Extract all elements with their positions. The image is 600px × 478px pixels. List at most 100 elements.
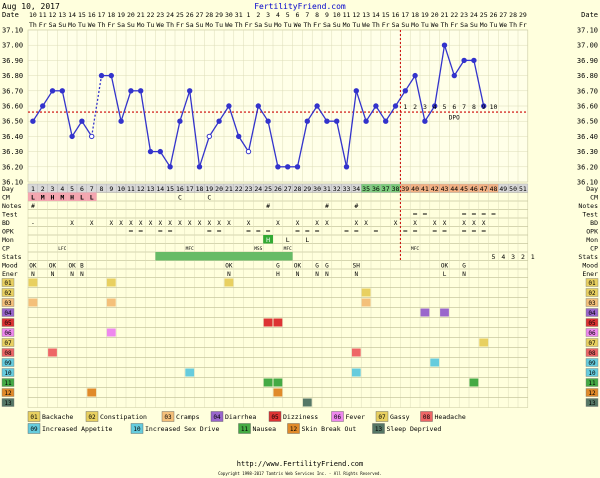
y-tick-label-right: 36.80: [577, 72, 598, 80]
date-number: 1: [247, 11, 251, 19]
day-number: 7: [90, 185, 94, 193]
site-name[interactable]: FertilityFriend.com: [254, 2, 346, 11]
date-number: 19: [117, 11, 125, 19]
date-number: 25: [480, 11, 488, 19]
weekday-label: Su: [127, 21, 135, 29]
weekday-label: Fr: [176, 21, 184, 29]
bd-mark: X: [149, 220, 153, 227]
day-number: 3: [51, 185, 55, 193]
temp-point: [98, 72, 105, 79]
symptom-code-right: 13: [588, 400, 596, 407]
row-label-right-ener: Ener: [582, 270, 598, 278]
weekday-label: Fr: [382, 21, 390, 29]
temp-point: [216, 118, 222, 124]
day-number: 36: [372, 185, 380, 193]
day-number: 45: [460, 185, 468, 193]
dpo-number: 1: [403, 103, 407, 111]
row-label-stats: Stats: [2, 253, 22, 261]
symptom-code-box-right: [585, 328, 599, 337]
row-label-right-notes: Notes: [578, 202, 598, 210]
legend-code: 03: [164, 414, 172, 421]
legend-label: Fever: [346, 413, 366, 421]
legend-swatch: [27, 411, 41, 422]
ener-value: N: [51, 271, 55, 278]
temp-line-segment: [404, 75, 416, 92]
note-mark: #: [354, 202, 358, 210]
bd-mark: X: [119, 220, 123, 227]
y-tick-label: 36.90: [2, 57, 23, 65]
mood-value: OK: [441, 262, 449, 269]
mon-cell: [263, 235, 273, 244]
dpo-number: 4: [433, 103, 437, 111]
y-tick-label: 36.80: [2, 72, 23, 80]
bd-mark: X: [354, 220, 358, 227]
weekday-label: We: [156, 21, 164, 29]
day-number: 46: [470, 185, 478, 193]
dpo-number: 5: [443, 103, 447, 111]
symptom-mark: [273, 318, 283, 327]
symptom-mark: [351, 348, 361, 357]
temp-line-segment: [424, 105, 436, 122]
weekday-label: Th: [303, 21, 311, 29]
bd-mark: -: [31, 220, 35, 227]
ener-value: L: [443, 271, 447, 278]
symptom-code-right: 03: [588, 300, 596, 307]
legend-label: Dizziness: [283, 413, 318, 421]
row-label-right-cm: CM: [590, 194, 598, 202]
y-tick-label: 36.20: [2, 163, 23, 171]
bd-mark: X: [482, 220, 486, 227]
y-tick-label-right: 36.40: [577, 133, 598, 141]
symptom-code: 03: [4, 300, 12, 307]
symptom-code-box: [1, 278, 15, 287]
day-number: 30: [313, 185, 321, 193]
symptom-mark: [361, 298, 371, 307]
symptom-code: 08: [4, 350, 12, 357]
y-tick-label: 36.60: [2, 103, 23, 111]
temp-point: [157, 148, 164, 155]
legend-code: 10: [133, 426, 141, 433]
date-number: 24: [166, 11, 174, 19]
temp-point: [392, 103, 399, 109]
mood-value: G: [325, 262, 329, 269]
symptom-code-box-right: [585, 368, 599, 377]
bd-mark: X: [462, 220, 466, 227]
temp-point: [373, 103, 379, 109]
day-number: 25: [264, 185, 272, 193]
temp-point: [432, 103, 438, 109]
y-tick-label: 36.50: [2, 118, 23, 126]
temp-line-segment: [140, 90, 152, 152]
symptom-code: 06: [4, 330, 12, 337]
weekday-label: Su: [264, 21, 272, 29]
bd-mark: X: [198, 220, 202, 227]
date-number: 18: [411, 11, 419, 19]
day-number: 49: [499, 185, 507, 193]
symptom-code-right: 11: [588, 380, 596, 387]
legend-label: Headache: [435, 413, 466, 421]
day-number: 48: [490, 185, 498, 193]
bd-mark: X: [90, 220, 94, 227]
footer-url[interactable]: http://www.FertilityFriend.com: [237, 460, 363, 468]
date-number: 17: [401, 11, 409, 19]
day-number: 21: [225, 185, 233, 193]
day-number: 39: [401, 185, 409, 193]
cm-cell: [57, 192, 68, 201]
symptom-mark: [106, 278, 116, 287]
ener-value: N: [296, 271, 300, 278]
symptom-code-box-right: [585, 378, 599, 387]
date-number: 2: [256, 11, 260, 19]
day-number: 34: [352, 185, 360, 193]
symptom-mark: [302, 398, 312, 407]
date-number: 21: [441, 11, 449, 19]
symptom-code-right: 05: [588, 320, 596, 327]
temp-line-segment: [120, 90, 132, 122]
date-number: 29: [519, 11, 527, 19]
y-tick-label-right: 36.20: [577, 163, 598, 171]
temp-point: [422, 118, 428, 124]
temp-point: [236, 133, 242, 140]
temp-point: [314, 103, 320, 109]
temp-line-segment: [159, 151, 171, 168]
weekday-label: Su: [470, 21, 478, 29]
temp-point: [294, 164, 301, 170]
symptom-mark: [263, 378, 273, 387]
symptom-code: 13: [4, 400, 12, 407]
